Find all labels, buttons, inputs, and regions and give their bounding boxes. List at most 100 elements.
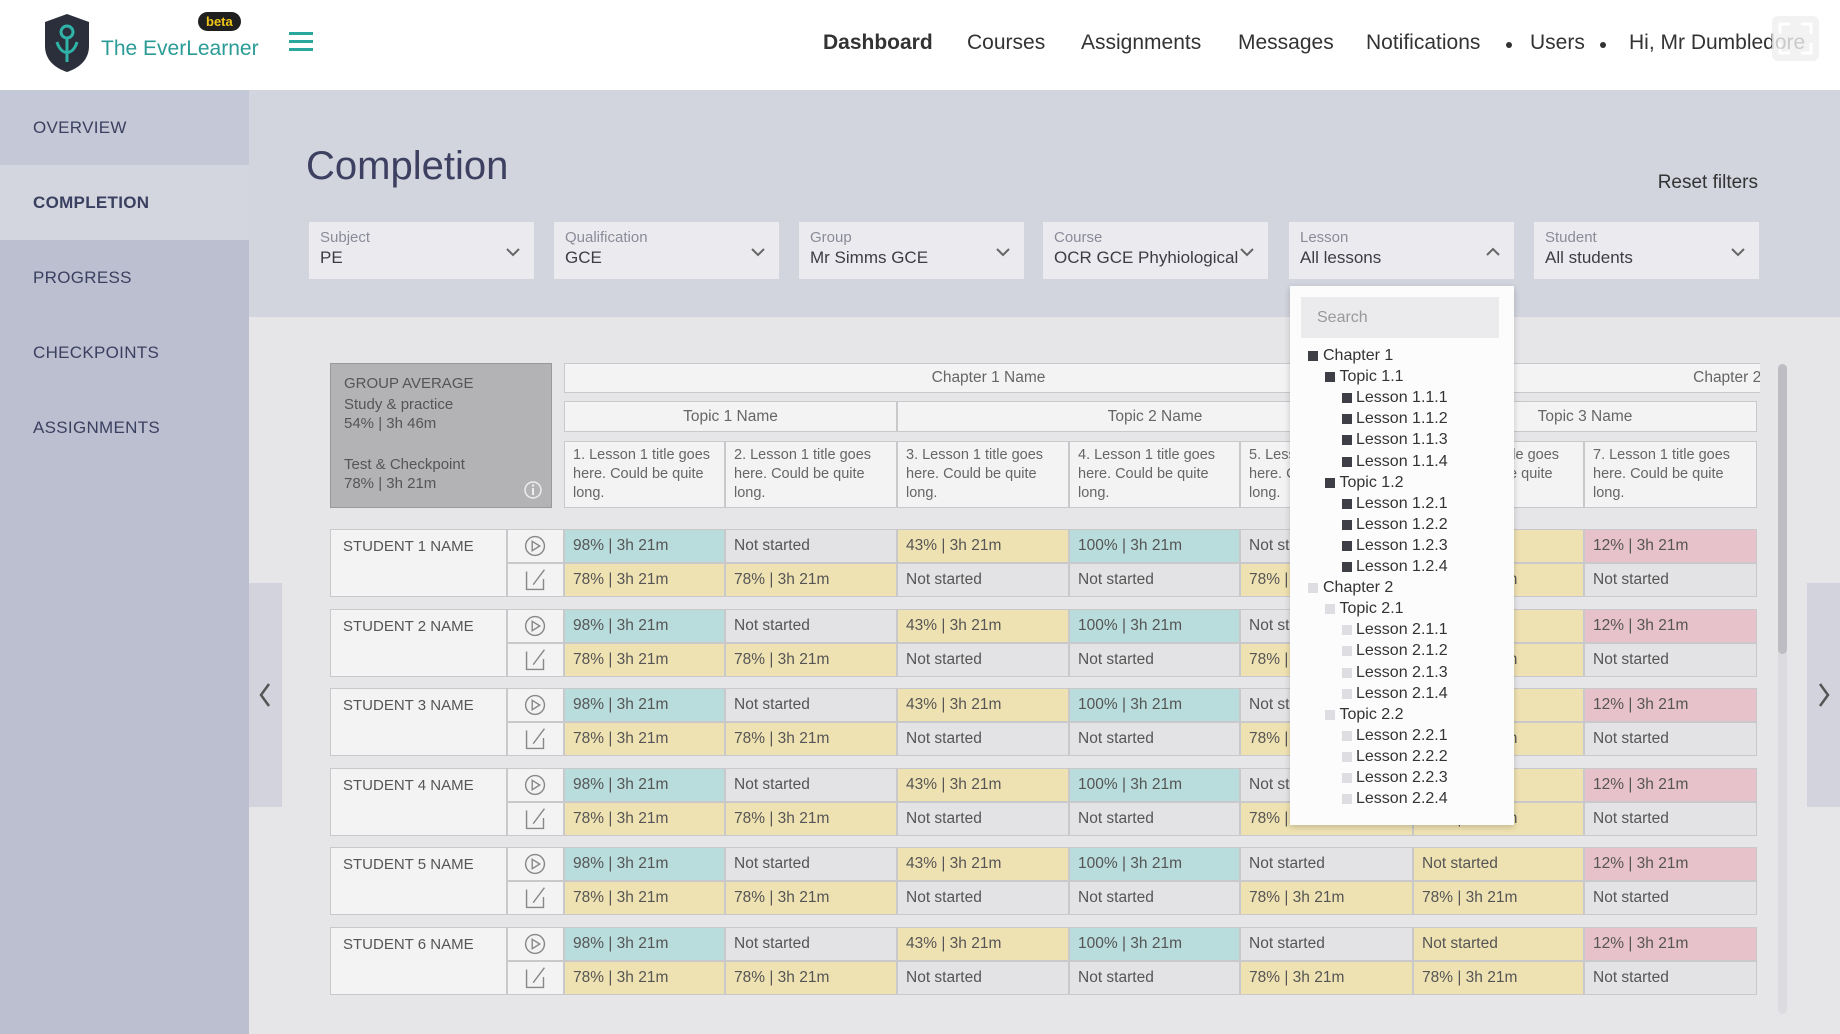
- study-icon-part: [524, 933, 546, 955]
- study-icon-part: [524, 615, 546, 637]
- tree-item[interactable]: Topic 1.1: [1290, 367, 1514, 388]
- expand-button[interactable]: [1772, 16, 1819, 61]
- chevron: [1731, 244, 1745, 257]
- filter-select[interactable]: Course OCR GCE Phyhiological: [1043, 222, 1268, 279]
- prev-arrow[interactable]: [249, 583, 282, 807]
- test-icon-part: [532, 649, 546, 666]
- test-icon[interactable]: [507, 643, 564, 677]
- group-average-text: GROUP AVERAGE: [344, 375, 474, 392]
- topic-header: Topic 1 Name: [564, 401, 897, 432]
- study-icon[interactable]: [507, 927, 564, 961]
- tree-label: Lesson 1.1.1: [1356, 389, 1448, 407]
- test-icon[interactable]: [507, 881, 564, 915]
- tree-item[interactable]: Lesson 2.1.3: [1290, 663, 1514, 684]
- tree-item[interactable]: Lesson 2.2.4: [1290, 789, 1514, 810]
- tree-item[interactable]: Lesson 1.2.1: [1290, 494, 1514, 515]
- menu-button[interactable]: [289, 31, 313, 51]
- study-icon[interactable]: [507, 609, 564, 643]
- logo-mark-part: [45, 14, 89, 72]
- test-icon-part: [525, 810, 545, 830]
- reset-filters[interactable]: Reset filters: [1657, 172, 1758, 193]
- tree-item[interactable]: Lesson 2.2.2: [1290, 747, 1514, 768]
- checkbox-checked: [1308, 351, 1318, 361]
- filter-select[interactable]: Lesson All lessons: [1289, 222, 1514, 279]
- chevron-part: [1486, 247, 1500, 256]
- info-icon[interactable]: [523, 480, 543, 500]
- lesson-dropdown: Search Chapter 1 Topic 1.1 Lesson 1.1.1 Less…: [1290, 286, 1514, 825]
- study-icon[interactable]: [507, 529, 564, 563]
- nav-link[interactable]: Notifications: [1366, 31, 1481, 54]
- study-icon[interactable]: [507, 847, 564, 881]
- tree-item[interactable]: Lesson 2.1.4: [1290, 684, 1514, 705]
- tree-item[interactable]: Topic 2.2: [1290, 705, 1514, 726]
- tree-item[interactable]: Lesson 2.1.1: [1290, 620, 1514, 641]
- sidebar-item[interactable]: OVERVIEW: [0, 90, 249, 165]
- greeting[interactable]: Hi, Mr Dumbledore: [1629, 31, 1806, 54]
- tree-item[interactable]: Topic 2.1: [1290, 599, 1514, 620]
- tree-item[interactable]: Topic 1.2: [1290, 473, 1514, 494]
- checkbox-checked: [1325, 372, 1335, 383]
- study-icon[interactable]: [507, 688, 564, 722]
- group-average: GROUP AVERAGE Study & practice 54% | 3h 46…: [330, 363, 552, 508]
- group-average-text: 78% | 3h 21m: [344, 475, 437, 492]
- tree-item[interactable]: Lesson 1.1.4: [1290, 452, 1514, 473]
- filter-select[interactable]: Group Mr Simms GCE: [799, 222, 1024, 279]
- sidebar-item[interactable]: CHECKPOINTS: [0, 315, 249, 390]
- chevron-part: [1240, 248, 1254, 257]
- nav-link[interactable]: Users: [1530, 31, 1585, 54]
- tree-item[interactable]: Lesson 1.2.2: [1290, 515, 1514, 536]
- menu-button-part: [289, 48, 313, 51]
- sidebar-item[interactable]: ASSIGNMENTS: [0, 390, 249, 465]
- search-input[interactable]: Search: [1301, 297, 1499, 338]
- test-icon[interactable]: [507, 563, 564, 597]
- tree-item[interactable]: Lesson 1.1.3: [1290, 430, 1514, 451]
- test-icon[interactable]: [507, 802, 564, 836]
- test-icon[interactable]: [507, 722, 564, 756]
- tree-item[interactable]: Lesson 1.2.3: [1290, 536, 1514, 557]
- study-cell: 43% | 3h 21m: [897, 609, 1069, 643]
- tree-label: Lesson 1.2.4: [1356, 558, 1448, 575]
- study-cell: 98% | 3h 21m: [564, 609, 725, 643]
- tree-item[interactable]: Chapter 2: [1290, 578, 1514, 599]
- sidebar-label: PROGRESS: [33, 268, 132, 287]
- nav-link[interactable]: Messages: [1238, 31, 1334, 54]
- sidebar-item[interactable]: PROGRESS: [0, 240, 249, 315]
- tree-item[interactable]: Lesson 1.1.1: [1290, 388, 1514, 409]
- test-cell: Not started: [1584, 563, 1757, 597]
- study-cell: Not started: [1413, 927, 1584, 961]
- expand-button-part: [1778, 22, 1813, 55]
- tree-item[interactable]: Lesson 1.2.4: [1290, 557, 1514, 578]
- chevron: [996, 244, 1010, 257]
- filter-select[interactable]: Qualification GCE: [554, 222, 779, 279]
- scrollbar-thumb[interactable]: [1778, 364, 1787, 654]
- chapter-header: Chapter 1 Name: [564, 363, 1413, 393]
- test-cell: 78% | 3h 21m: [725, 563, 897, 597]
- filter-value: All students: [1545, 248, 1633, 267]
- test-icon[interactable]: [507, 961, 564, 995]
- nav-link[interactable]: Assignments: [1081, 31, 1202, 54]
- filter-select[interactable]: Subject PE: [309, 222, 534, 279]
- test-icon-part: [525, 651, 545, 671]
- page-title: Completion: [306, 144, 509, 188]
- study-icon-part: [524, 774, 546, 796]
- checkbox-checked: [1342, 540, 1352, 551]
- tree-item[interactable]: Lesson 2.2.1: [1290, 726, 1514, 747]
- nav-link[interactable]: Courses: [967, 31, 1046, 54]
- study-icon-part: [531, 540, 542, 552]
- tree-item[interactable]: Lesson 1.1.2: [1290, 409, 1514, 430]
- expand-button-part: [1778, 22, 1813, 55]
- filter-select[interactable]: Student All students: [1534, 222, 1759, 279]
- tree-item[interactable]: Lesson 2.1.2: [1290, 641, 1514, 662]
- next-arrow[interactable]: [1807, 583, 1840, 807]
- test-icon-part: [525, 730, 545, 750]
- study-icon[interactable]: [507, 768, 564, 802]
- nav-link[interactable]: Dashboard: [823, 31, 933, 54]
- checkbox-unchecked: [1342, 794, 1352, 805]
- scrollbar-track: [1778, 364, 1787, 1014]
- tree-item[interactable]: Lesson 2.2.3: [1290, 768, 1514, 789]
- tree-item[interactable]: Chapter 1: [1290, 346, 1514, 367]
- sidebar-item[interactable]: COMPLETION: [0, 165, 249, 240]
- test-cell: Not started: [897, 722, 1069, 756]
- test-cell: Not started: [1584, 802, 1757, 836]
- study-cell: 100% | 3h 21m: [1069, 609, 1240, 643]
